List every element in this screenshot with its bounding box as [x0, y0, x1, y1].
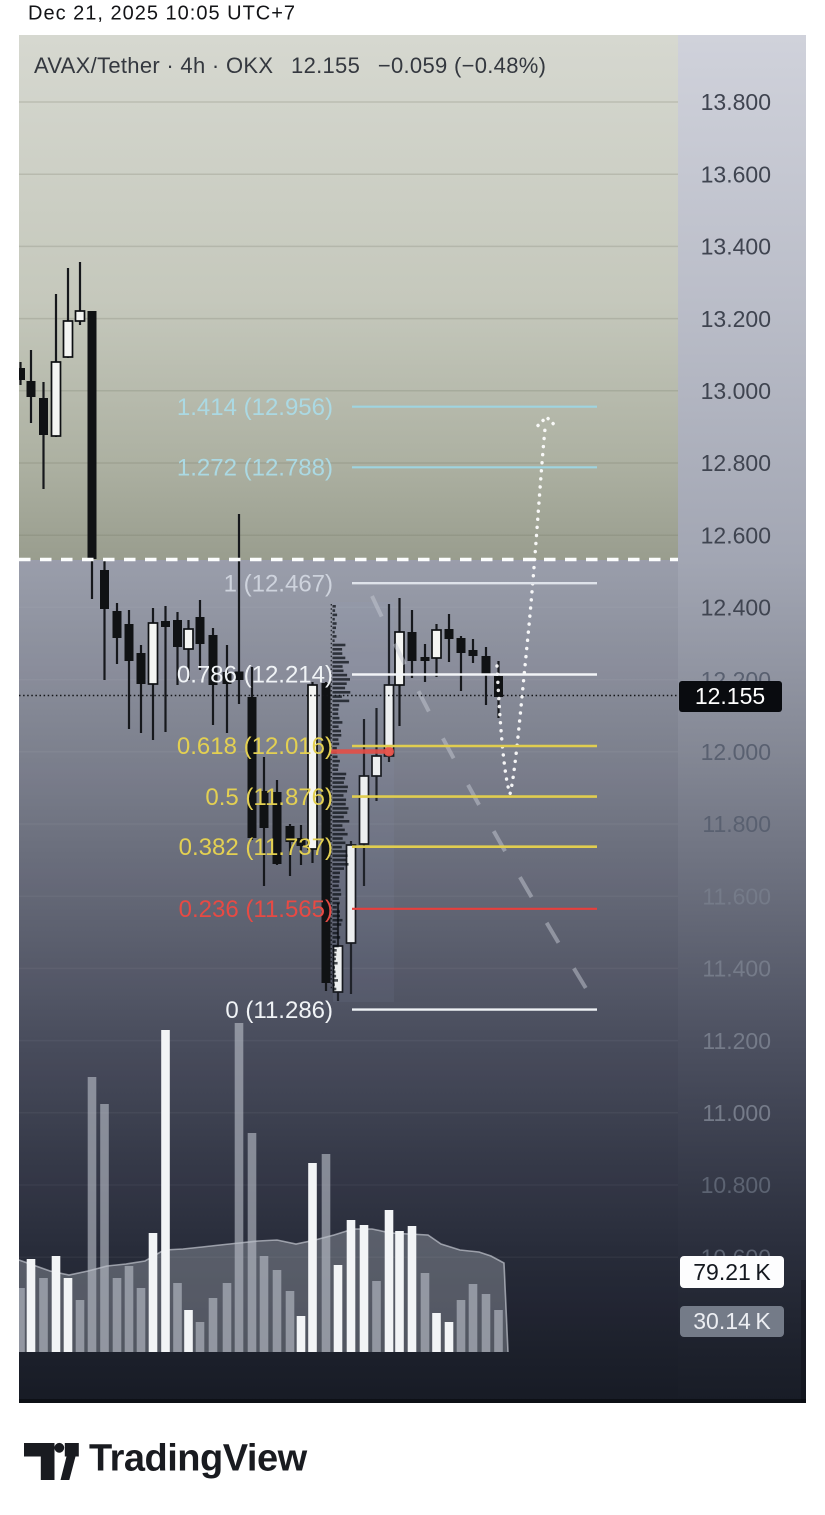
svg-text:12.800: 12.800	[701, 450, 771, 476]
svg-text:AVAX/Tether · 4h · OKX 12.155: AVAX/Tether · 4h · OKX 12.155 −0.059 (−0…	[34, 53, 546, 78]
svg-text:12.000: 12.000	[701, 739, 771, 765]
svg-text:11.400: 11.400	[702, 956, 771, 982]
svg-text:0.5 (11.876): 0.5 (11.876)	[205, 784, 333, 811]
svg-text:13.200: 13.200	[701, 306, 771, 332]
svg-text:12.400: 12.400	[701, 595, 771, 621]
svg-text:11.600: 11.600	[702, 883, 771, 909]
svg-text:11.800: 11.800	[702, 811, 771, 837]
svg-text:Dec 21, 2025 10:05 UTC+7: Dec 21, 2025 10:05 UTC+7	[28, 3, 296, 25]
svg-text:12.600: 12.600	[701, 522, 771, 548]
svg-text:0.618 (12.016): 0.618 (12.016)	[177, 733, 333, 760]
svg-text:13.400: 13.400	[701, 234, 771, 260]
svg-text:1.272 (12.788): 1.272 (12.788)	[177, 455, 333, 482]
svg-text:0.236 (11.565): 0.236 (11.565)	[179, 896, 333, 923]
svg-text:12.155: 12.155	[695, 683, 765, 709]
svg-text:0 (11.286): 0 (11.286)	[225, 997, 333, 1024]
svg-text:0.382 (11.737): 0.382 (11.737)	[179, 834, 333, 861]
svg-text:13.600: 13.600	[701, 161, 771, 187]
svg-text:1.414 (12.956): 1.414 (12.956)	[177, 394, 333, 421]
svg-text:79.21 K: 79.21 K	[693, 1259, 771, 1285]
svg-text:0.786 (12.214): 0.786 (12.214)	[177, 662, 333, 689]
svg-text:TradingView: TradingView	[89, 1438, 308, 1480]
svg-text:13.000: 13.000	[701, 378, 771, 404]
svg-text:30.14 K: 30.14 K	[693, 1308, 771, 1334]
svg-text:1 (12.467): 1 (12.467)	[224, 570, 333, 597]
svg-text:11.000: 11.000	[702, 1100, 771, 1126]
svg-text:10.800: 10.800	[701, 1172, 771, 1198]
svg-text:13.800: 13.800	[701, 89, 771, 115]
svg-text:11.200: 11.200	[702, 1028, 771, 1054]
